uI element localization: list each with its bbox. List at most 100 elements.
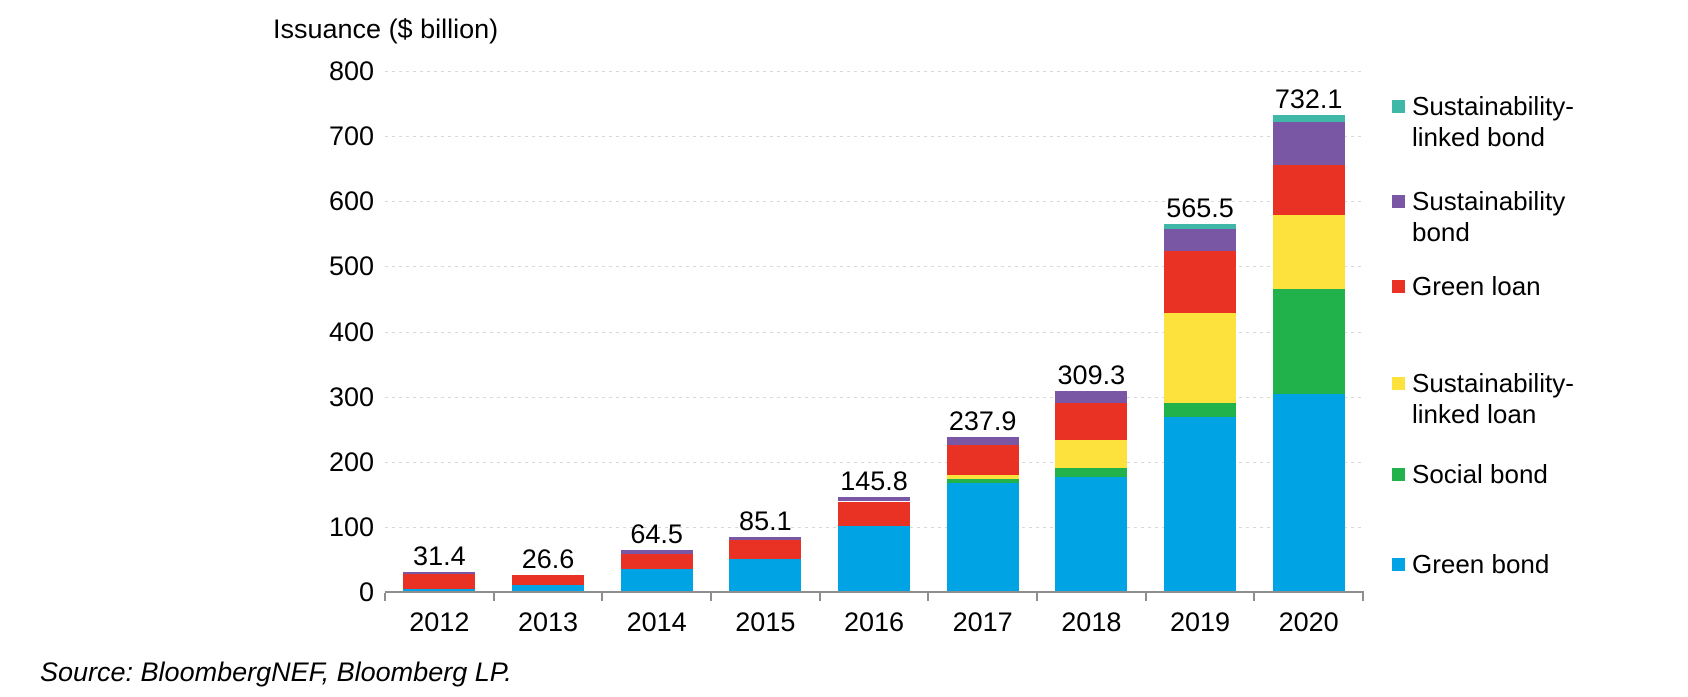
bar-segment xyxy=(1164,403,1236,417)
x-tick xyxy=(818,593,821,601)
bar-segment xyxy=(729,536,802,541)
x-tick xyxy=(1144,593,1147,601)
legend-item: Green loan xyxy=(1392,271,1657,302)
bar-stack-2014 xyxy=(620,71,693,592)
bar-segment xyxy=(620,568,693,592)
legend-label: Green loan xyxy=(1412,271,1541,301)
legend-swatch-icon xyxy=(1392,558,1405,571)
y-tick-label: 300 xyxy=(328,381,374,412)
bar-value-label: 145.8 xyxy=(840,466,908,497)
bar-segment xyxy=(1164,416,1236,592)
bar-value-label: 85.1 xyxy=(739,505,792,536)
legend-item: Social bond xyxy=(1392,459,1657,490)
gridline xyxy=(385,396,1363,398)
bar-segment xyxy=(1055,468,1128,477)
legend-swatch-icon xyxy=(1392,280,1405,293)
bar-segment xyxy=(838,526,910,592)
bar-value-label: 732.1 xyxy=(1274,84,1343,115)
legend-item: Sustainability-linked loan xyxy=(1392,368,1657,430)
x-tick xyxy=(1036,593,1038,601)
gridline xyxy=(385,71,1363,72)
bar-stack-2012 xyxy=(403,71,476,592)
bar-segment xyxy=(403,573,476,589)
x-tick xyxy=(492,593,495,601)
x-axis-label: 2012 xyxy=(409,607,470,637)
bar-segment xyxy=(838,497,910,502)
bar-segment xyxy=(620,550,693,555)
legend-label: Green bond xyxy=(1412,549,1550,579)
bar-segment xyxy=(1164,223,1236,229)
y-tick-label: 700 xyxy=(328,121,374,152)
bar-segment xyxy=(403,571,476,574)
y-tick-label: 600 xyxy=(328,186,374,217)
gridline xyxy=(385,461,1363,463)
bar-segment xyxy=(403,588,476,592)
x-axis-label: 2016 xyxy=(843,607,905,637)
bar-value-label: 64.5 xyxy=(630,518,683,549)
bar-segment xyxy=(512,584,584,592)
legend-swatch-icon xyxy=(1392,100,1405,113)
x-axis-label: 2014 xyxy=(626,607,687,637)
legend-item: Sustainability-linked bond xyxy=(1392,91,1657,153)
y-tick-label: 0 xyxy=(358,577,374,607)
bar-segment xyxy=(838,501,910,527)
gridline xyxy=(385,331,1363,333)
bar-segment xyxy=(1055,476,1128,592)
bar-segment xyxy=(946,437,1019,446)
x-axis-label: 2017 xyxy=(952,607,1013,637)
bar-value-label: 309.3 xyxy=(1057,359,1126,390)
bar-segment xyxy=(946,475,1019,479)
bar-value-label: 237.9 xyxy=(948,406,1017,437)
x-axis-label: 2018 xyxy=(1061,607,1122,637)
legend-label: Social bond xyxy=(1412,459,1548,489)
bar-segment xyxy=(1164,228,1236,251)
x-axis-label: 2019 xyxy=(1169,607,1231,637)
legend-item: Sustainability bond xyxy=(1392,186,1657,248)
gridline xyxy=(385,266,1363,268)
x-tick xyxy=(384,593,386,601)
bar-segment xyxy=(620,554,693,569)
legend-item: Green bond xyxy=(1392,549,1657,580)
bar-segment xyxy=(1272,214,1345,290)
bar-segment xyxy=(1272,121,1345,166)
bar-segment xyxy=(1164,312,1236,404)
x-axis-label: 2015 xyxy=(735,607,796,637)
x-tick xyxy=(1362,593,1364,601)
x-axis-line xyxy=(385,591,1364,593)
x-axis-label: 2020 xyxy=(1278,607,1339,637)
bar-stack-2016 xyxy=(838,71,910,592)
legend-label: Sustainability-linked loan xyxy=(1412,368,1574,429)
bar-stack-2013 xyxy=(512,71,584,592)
legend-label: Sustainability bond xyxy=(1412,186,1566,247)
bar-segment xyxy=(946,478,1019,483)
bar-stack-2017 xyxy=(946,71,1019,592)
bar-segment xyxy=(946,482,1019,592)
bar-segment xyxy=(512,574,584,585)
legend-swatch-icon xyxy=(1392,377,1405,390)
gridline xyxy=(385,201,1363,203)
bar-value-label: 565.5 xyxy=(1166,192,1234,223)
gridline xyxy=(385,136,1363,138)
bar-segment xyxy=(1164,250,1236,313)
chart-title: Issuance ($ billion) xyxy=(273,14,499,44)
bar-stack-2015 xyxy=(729,71,802,592)
x-tick xyxy=(601,593,604,601)
bar-segment xyxy=(1055,440,1128,469)
bar-segment xyxy=(729,559,802,592)
legend-swatch-icon xyxy=(1392,468,1405,481)
bar-segment xyxy=(1055,403,1128,441)
x-axis-label: 2013 xyxy=(517,607,579,637)
y-tick-label: 100 xyxy=(328,511,374,542)
bar-stack-2019 xyxy=(1164,71,1236,592)
bar-stack-2018 xyxy=(1055,71,1128,592)
bar-segment xyxy=(1272,289,1345,395)
y-tick-label: 800 xyxy=(328,56,374,86)
plot-area xyxy=(385,71,1363,592)
bar-stack-2020 xyxy=(1272,71,1345,592)
y-tick-label: 400 xyxy=(328,316,374,347)
legend-swatch-icon xyxy=(1392,195,1405,208)
bar-segment xyxy=(1055,390,1128,404)
bar-segment xyxy=(729,540,802,560)
bar-segment xyxy=(1272,165,1345,215)
bar-value-label: 26.6 xyxy=(521,543,575,574)
